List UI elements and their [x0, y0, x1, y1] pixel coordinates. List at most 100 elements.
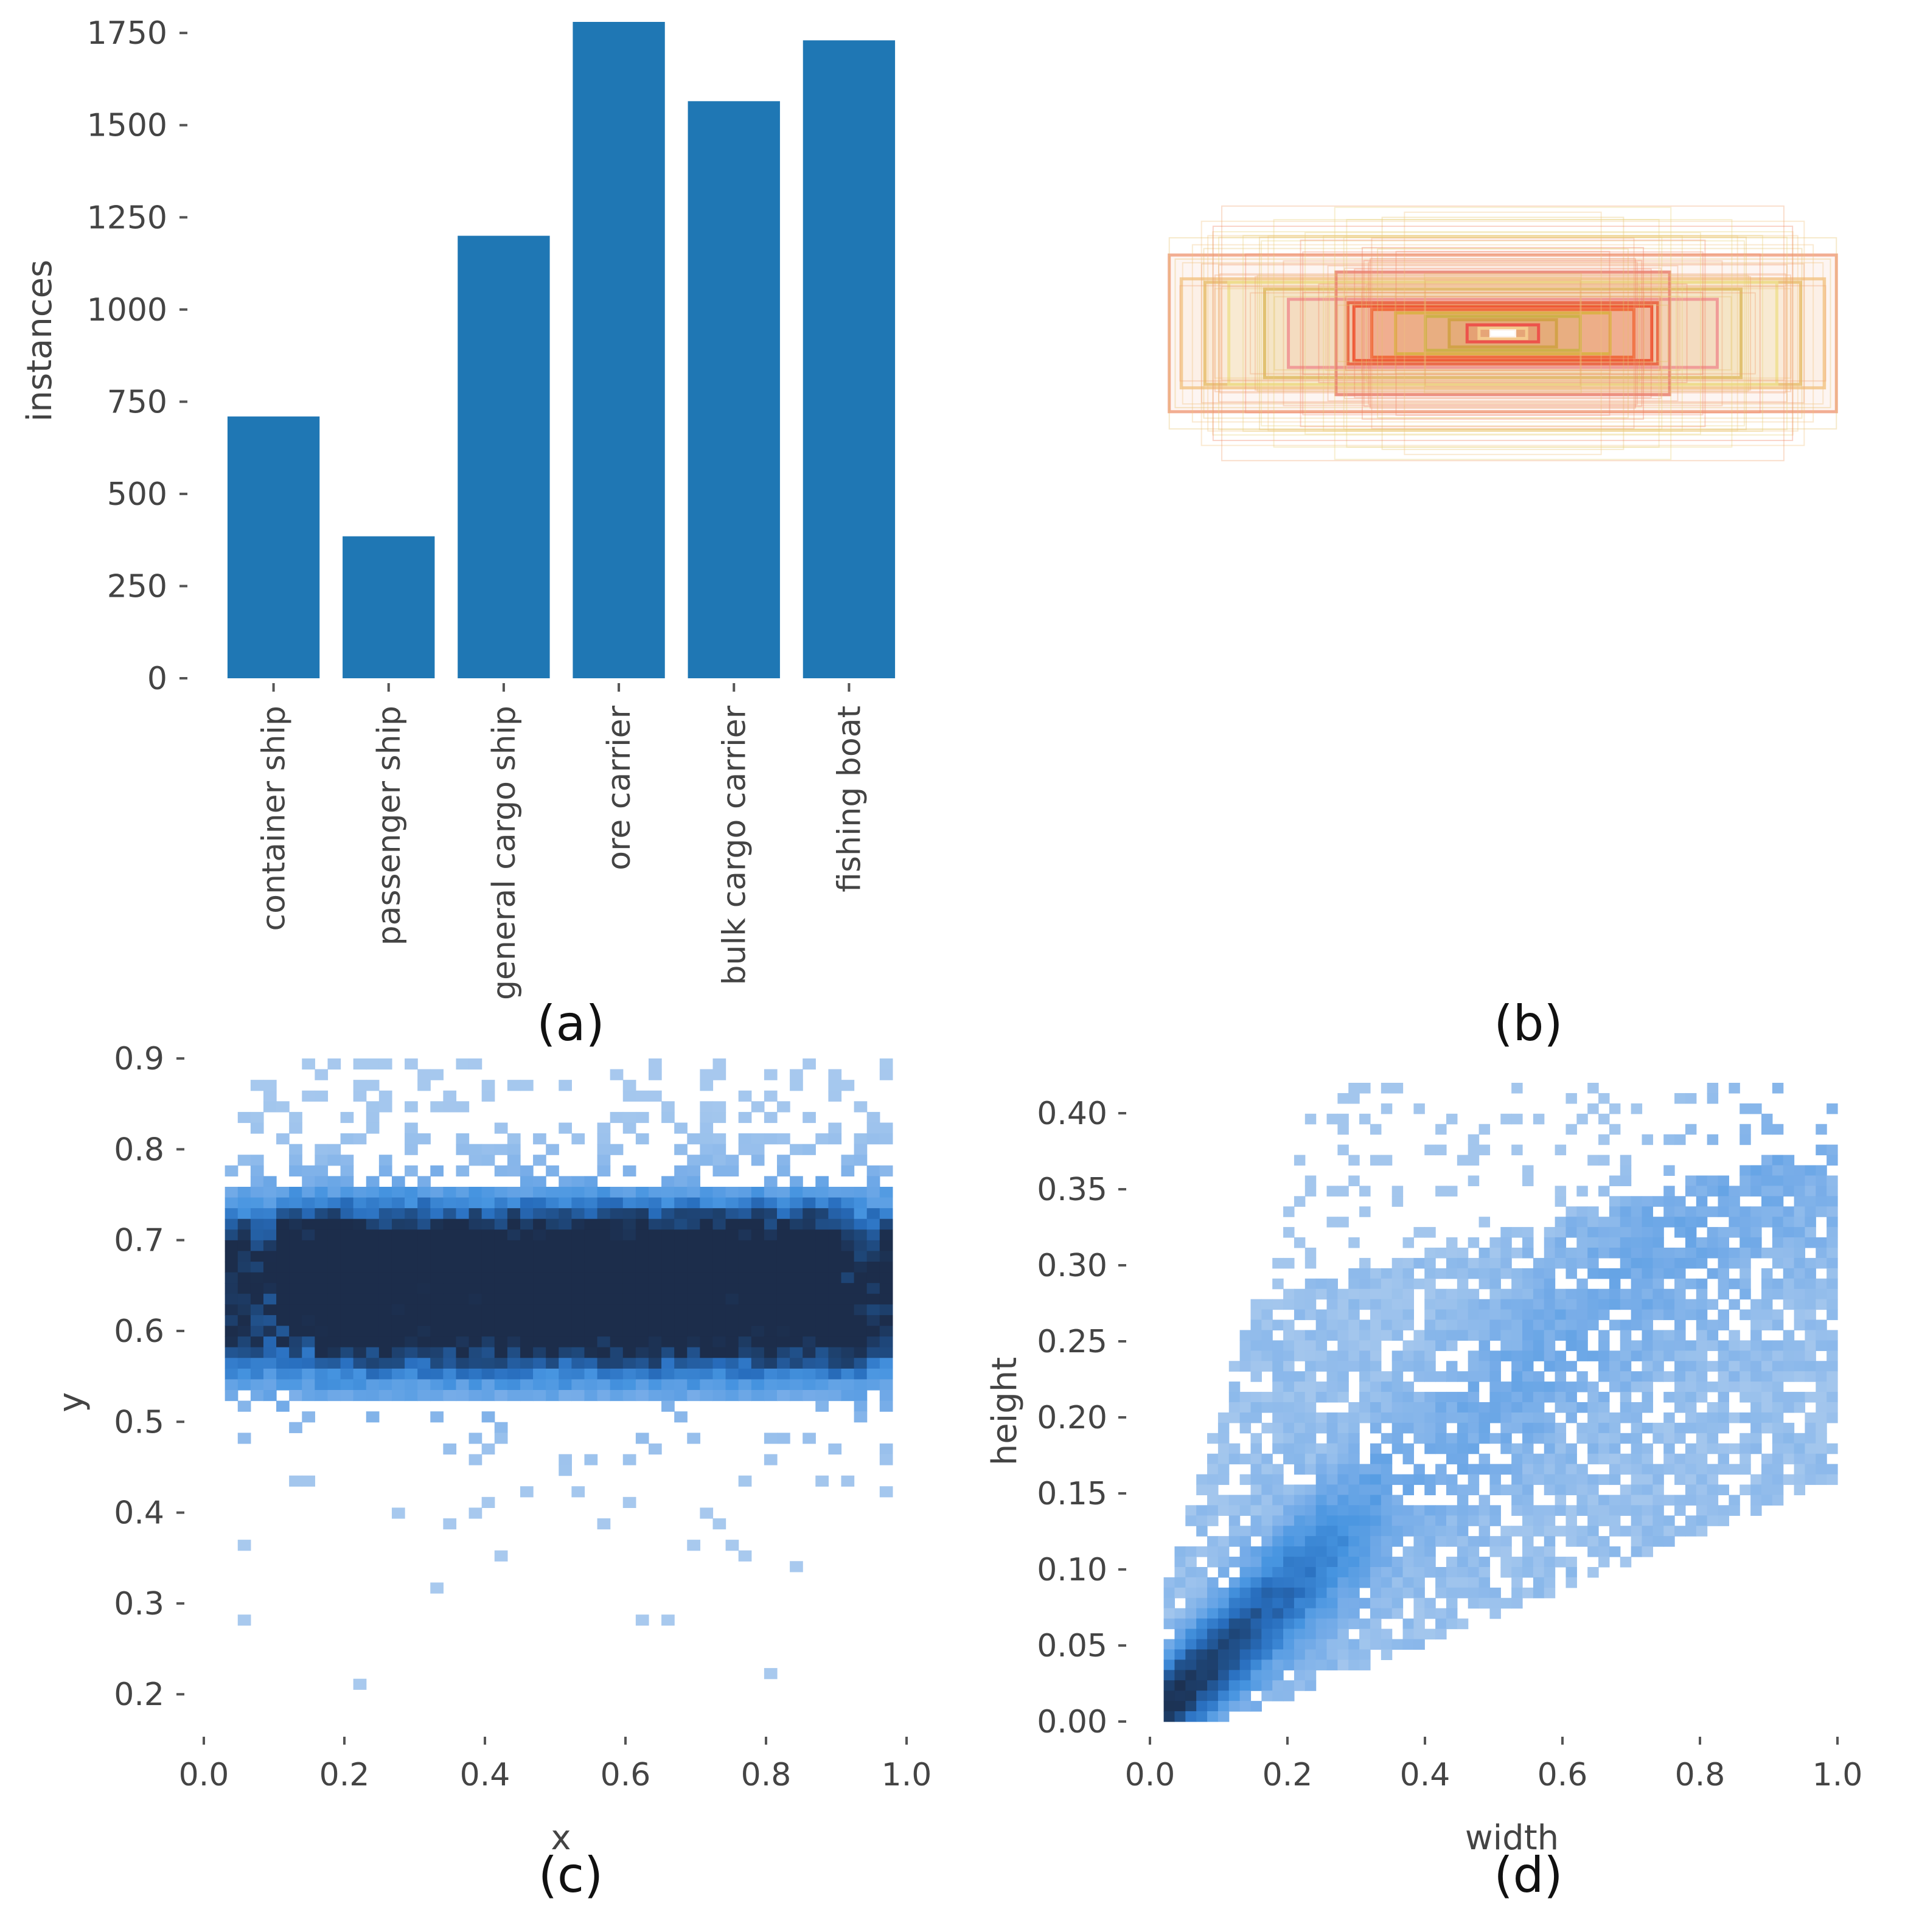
- d-cell: [1544, 1288, 1556, 1300]
- c-cell: [417, 1218, 431, 1230]
- d-cell: [1294, 1330, 1306, 1341]
- c-cell: [635, 1283, 649, 1294]
- d-cell: [1359, 1515, 1371, 1526]
- d-cell: [1663, 1464, 1675, 1475]
- d-cell: [1674, 1288, 1686, 1300]
- d-cell: [1435, 1268, 1447, 1279]
- d-y-tick-label: 0.10: [1037, 1552, 1107, 1588]
- c-cell: [315, 1283, 329, 1294]
- d-cell: [1272, 1526, 1284, 1537]
- c-cell: [391, 1251, 405, 1262]
- d-cell: [1794, 1217, 1806, 1228]
- c-cell: [725, 1186, 739, 1198]
- c-cell: [353, 1368, 367, 1380]
- c-cell: [533, 1293, 546, 1305]
- d-cell: [1250, 1701, 1262, 1712]
- b-box: [1283, 260, 1723, 407]
- d-cell: [1642, 1247, 1653, 1259]
- d-cell: [1402, 1402, 1415, 1413]
- d-cell: [1761, 1288, 1773, 1300]
- d-cell: [1370, 1484, 1382, 1496]
- d-cell: [1544, 1443, 1556, 1454]
- d-cell: [1337, 1288, 1349, 1300]
- c-cell: [738, 1368, 752, 1380]
- c-cell: [610, 1315, 624, 1327]
- c-cell: [456, 1347, 470, 1358]
- d-cell: [1761, 1124, 1773, 1135]
- c-cell: [764, 1304, 778, 1316]
- d-cell: [1718, 1206, 1729, 1217]
- d-cell: [1696, 1371, 1708, 1382]
- c-cell: [276, 1272, 290, 1284]
- d-cell: [1609, 1247, 1621, 1259]
- c-cell: [520, 1197, 534, 1209]
- d-cell: [1239, 1577, 1252, 1588]
- c-cell: [237, 1229, 251, 1241]
- c-cell: [353, 1090, 367, 1102]
- d-cell: [1587, 1309, 1599, 1321]
- d-cell: [1609, 1526, 1621, 1537]
- c-cell: [687, 1176, 700, 1187]
- d-cell: [1696, 1453, 1708, 1465]
- d-cell: [1565, 1526, 1577, 1537]
- c-cell: [289, 1251, 302, 1262]
- d-cell: [1228, 1505, 1241, 1516]
- b-box: [1259, 236, 1747, 431]
- c-cell: [546, 1208, 559, 1220]
- d-cell: [1511, 1526, 1523, 1537]
- c-cell: [263, 1208, 277, 1220]
- d-cell: [1250, 1659, 1262, 1670]
- d-cell: [1631, 1237, 1643, 1248]
- d-cell: [1576, 1206, 1588, 1217]
- d-cell: [1413, 1608, 1425, 1619]
- d-cell: [1228, 1557, 1241, 1568]
- d-cell: [1827, 1309, 1838, 1321]
- c-cell: [687, 1293, 700, 1305]
- d-cell: [1304, 1340, 1317, 1351]
- c-cell: [712, 1368, 726, 1380]
- d-y-tick-label: 0.05: [1037, 1628, 1107, 1664]
- c-y-axis-label: y: [52, 1392, 91, 1412]
- c-cell: [378, 1197, 392, 1209]
- c-cell: [225, 1165, 239, 1176]
- d-cell: [1217, 1412, 1230, 1423]
- d-cell: [1500, 1381, 1512, 1392]
- d-axes: 0.000.050.100.150.200.250.300.350.400.0 0…: [1037, 1096, 1862, 1793]
- c-cell: [828, 1080, 842, 1091]
- d-cell: [1663, 1433, 1675, 1444]
- d-cell: [1598, 1186, 1610, 1197]
- c-cell: [507, 1390, 521, 1402]
- d-cell: [1239, 1330, 1252, 1341]
- c-cell: [712, 1069, 726, 1080]
- d-cell: [1217, 1711, 1230, 1722]
- panel-d-wh-histogram: 0.000.050.100.150.200.250.300.350.400.0 0…: [985, 1083, 1862, 1903]
- c-cell: [340, 1283, 354, 1294]
- d-cell: [1696, 1422, 1708, 1434]
- d-cell: [1631, 1257, 1643, 1269]
- c-cell: [378, 1229, 392, 1241]
- d-cell: [1696, 1288, 1708, 1300]
- d-cell: [1348, 1268, 1360, 1279]
- d-cell: [1674, 1330, 1686, 1341]
- d-cell: [1424, 1536, 1436, 1547]
- d-cell: [1446, 1443, 1458, 1454]
- c-cell: [327, 1262, 341, 1273]
- c-cell: [391, 1336, 405, 1348]
- d-cell: [1620, 1227, 1632, 1238]
- d-cell: [1304, 1566, 1317, 1578]
- c-cell: [559, 1218, 572, 1230]
- d-cell: [1326, 1495, 1338, 1506]
- d-cell: [1457, 1495, 1469, 1506]
- d-cell: [1794, 1350, 1806, 1361]
- c-cell: [751, 1101, 765, 1113]
- c-cell: [353, 1058, 367, 1070]
- d-cell: [1370, 1587, 1382, 1599]
- c-cell: [841, 1208, 855, 1220]
- d-cell: [1729, 1247, 1740, 1259]
- d-cell: [1424, 1597, 1436, 1609]
- d-cell: [1729, 1464, 1740, 1475]
- d-cell: [1794, 1361, 1806, 1372]
- d-cell: [1576, 1186, 1588, 1197]
- d-cell: [1468, 1402, 1480, 1413]
- d-cell: [1663, 1526, 1675, 1537]
